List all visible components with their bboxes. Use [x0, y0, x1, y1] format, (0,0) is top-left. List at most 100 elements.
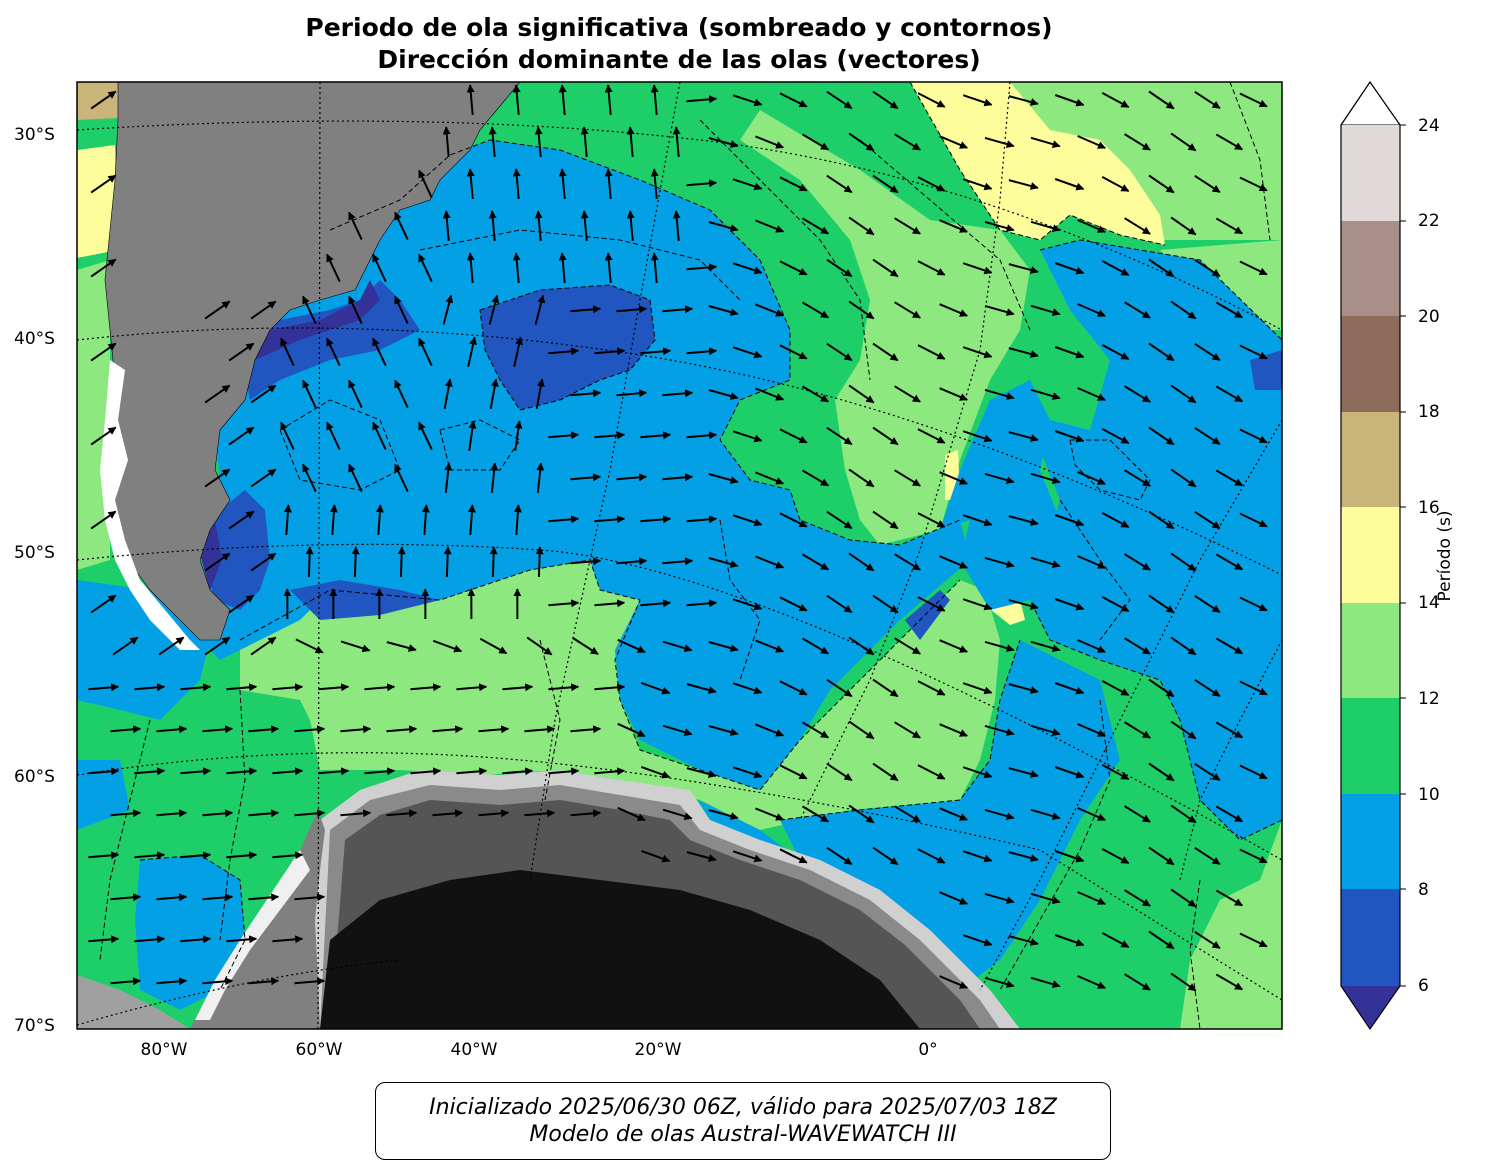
wave-direction-arrow [594, 767, 626, 776]
wave-direction-arrow [826, 174, 853, 194]
wave-direction-arrow [418, 169, 433, 199]
wave-direction-arrow [604, 252, 613, 283]
wave-direction-arrow [488, 210, 497, 241]
lat-label-60s: 60°S [14, 767, 55, 787]
wave-direction-arrow [1148, 678, 1175, 698]
wave-direction-arrow [158, 636, 185, 656]
wave-direction-arrow [939, 303, 968, 317]
wave-direction-arrow [421, 504, 430, 536]
colorbar-title: Período (s) [1435, 510, 1455, 602]
wave-direction-arrow [248, 725, 280, 734]
wave-direction-arrow [917, 596, 946, 612]
wave-direction-arrow [397, 546, 406, 578]
wave-direction-arrow [616, 557, 648, 566]
wave-direction-arrow [443, 546, 452, 578]
wave-direction-arrow [1170, 888, 1197, 908]
period-band-14-16 [77, 82, 1165, 625]
colorbar-tick-8: 8 [1418, 880, 1429, 900]
lon-label-80w: 80°W [140, 1040, 188, 1060]
wave-direction-arrow [548, 767, 580, 776]
wave-direction-arrow [779, 680, 808, 696]
wave-direction-arrow [340, 725, 372, 734]
run-info-box: Inicializado 2025/06/30 06Z, válido para… [375, 1082, 1111, 1160]
wave-direction-arrow [732, 514, 763, 527]
wave-direction-arrow [512, 252, 521, 283]
wave-direction-arrow [1215, 553, 1243, 571]
wave-direction-arrow [984, 808, 1015, 820]
wave-direction-arrow [1030, 640, 1061, 653]
wave-direction-arrow [248, 893, 280, 902]
wave-direction-arrow [283, 504, 292, 536]
wave-direction-arrow [1215, 805, 1243, 823]
wave-direction-arrow [708, 557, 739, 568]
wave-direction-arrow [1215, 217, 1243, 235]
wave-direction-arrow [917, 512, 946, 528]
lat-label-40s: 40°S [14, 329, 55, 349]
wave-direction-arrow [386, 809, 418, 818]
wave-direction-arrow [962, 682, 993, 695]
wave-direction-arrow [1008, 179, 1039, 190]
wave-direction-arrow [1194, 258, 1221, 278]
wave-direction-arrow [272, 935, 304, 944]
wave-direction-arrow [110, 725, 142, 734]
wave-direction-arrow [226, 935, 258, 944]
lon-label-40w: 40°W [450, 1040, 498, 1060]
wave-direction-arrow [514, 420, 523, 451]
wave-direction-arrow [90, 342, 117, 362]
colorbar-swatch-16-18 [1341, 412, 1400, 507]
wave-direction-arrow [662, 724, 693, 737]
wave-direction-arrow [432, 809, 464, 818]
wave-direction-arrow [1008, 347, 1039, 358]
wave-direction-arrow [294, 809, 326, 818]
wave-direction-arrow [1194, 342, 1221, 362]
colorbar-tick-20: 20 [1418, 307, 1440, 327]
wave-direction-arrow [672, 210, 681, 241]
wave-direction-arrow [732, 262, 763, 275]
wave-direction-arrow [732, 682, 763, 695]
wave-direction-arrow [570, 473, 602, 482]
wave-direction-arrow [112, 636, 139, 656]
wave-direction-arrow [1239, 512, 1268, 528]
wave-direction-arrow [801, 469, 829, 487]
wave-direction-arrow [156, 893, 188, 902]
wave-direction-arrow [962, 178, 993, 191]
period-band-16-18 [77, 82, 118, 120]
lon-label-0: 0° [918, 1040, 938, 1060]
wave-direction-arrow [801, 721, 829, 739]
wave-direction-arrow [894, 133, 921, 151]
wave-direction-arrow [1077, 135, 1106, 149]
wave-direction-arrow [984, 892, 1015, 904]
wave-direction-arrow [1054, 766, 1085, 779]
wave-direction-arrow [984, 976, 1015, 988]
wave-direction-arrow [962, 934, 993, 947]
wave-direction-arrow [939, 387, 968, 401]
wave-direction-arrow [489, 378, 499, 409]
antarctic-peninsula-ice [195, 850, 310, 1020]
wave-direction-arrow [1124, 553, 1151, 571]
wave-direction-arrow [962, 94, 993, 107]
wave-direction-arrow [340, 809, 372, 818]
wave-direction-arrow [456, 767, 488, 776]
wave-direction-arrow [1054, 346, 1085, 359]
run-info-model: Modelo de olas Austral-WAVEWATCH III [529, 1122, 957, 1147]
wave-direction-arrow [1008, 95, 1039, 106]
wave-direction-arrow [1194, 930, 1221, 950]
wave-direction-arrow [1030, 136, 1061, 149]
wave-direction-arrow [180, 851, 212, 860]
wave-direction-arrow [962, 262, 993, 275]
wave-direction-arrow [1101, 344, 1130, 360]
wave-direction-arrow [1194, 90, 1221, 110]
wave-direction-arrow [535, 546, 544, 578]
wave-direction-arrow [502, 683, 534, 692]
wave-direction-arrow [558, 252, 567, 283]
wave-direction-arrow [1124, 889, 1151, 907]
wave-direction-arrow [535, 378, 545, 409]
wave-direction-arrow [468, 420, 477, 451]
wave-direction-arrow [1170, 216, 1197, 236]
wave-direction-arrow [442, 126, 451, 157]
wave-direction-arrow [779, 848, 808, 864]
map-frame [77, 82, 1282, 1029]
wave-direction-arrow [939, 639, 968, 653]
wave-direction-arrow [604, 168, 613, 199]
wave-direction-arrow [826, 846, 853, 866]
